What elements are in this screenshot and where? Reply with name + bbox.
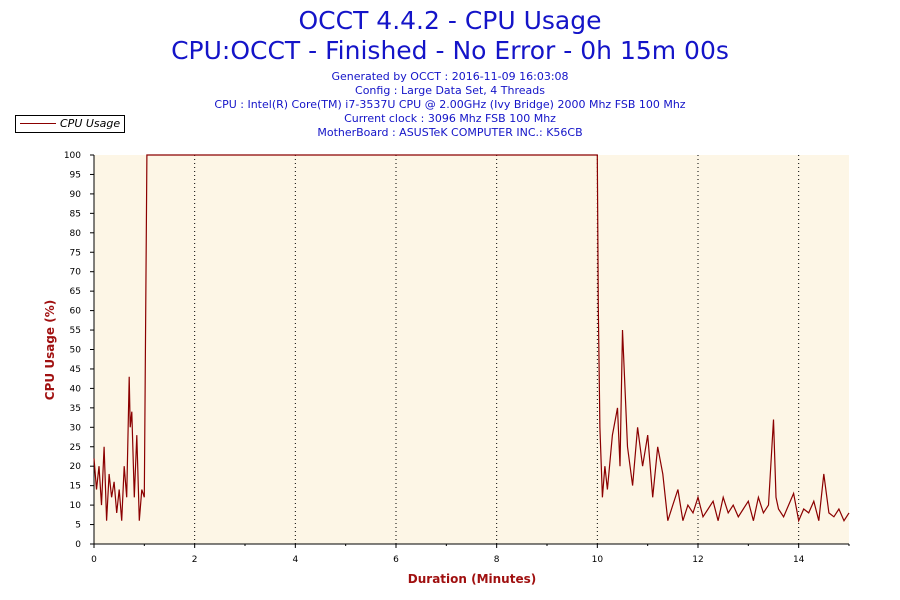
x-axis-title: Duration (Minutes) [408, 572, 536, 586]
y-tick-label: 85 [70, 209, 81, 219]
y-tick-label: 35 [70, 404, 81, 414]
y-tick-label: 65 [70, 287, 81, 297]
y-tick-label: 70 [70, 268, 82, 278]
y-tick-label: 80 [70, 229, 82, 239]
info-motherboard: MotherBoard : ASUSTeK COMPUTER INC.: K56… [317, 126, 583, 139]
y-tick-label: 90 [70, 190, 82, 200]
y-tick-label: 95 [70, 170, 81, 180]
plot-area [94, 155, 849, 544]
y-tick-label: 40 [70, 384, 82, 394]
chart-title: OCCT 4.4.2 - CPU Usage [298, 6, 602, 35]
x-tick-label: 2 [192, 555, 198, 565]
y-tick-label: 20 [70, 462, 82, 472]
series-line-cpu-usage [93, 154, 850, 523]
y-tick-label: 25 [70, 443, 81, 453]
y-tick-label: 45 [70, 365, 81, 375]
x-tick-label: 12 [692, 555, 703, 565]
legend-swatch [20, 123, 56, 124]
info-cpu: CPU : Intel(R) Core(TM) i7-3537U CPU @ 2… [214, 98, 686, 111]
info-config: Config : Large Data Set, 4 Threads [355, 84, 545, 97]
x-tick-label: 14 [793, 555, 805, 565]
y-tick-label: 5 [75, 521, 81, 531]
info-generated: Generated by OCCT : 2016-11-09 16:03:08 [331, 70, 569, 83]
y-tick-label: 0 [75, 540, 81, 550]
chart-subtitle: CPU:OCCT - Finished - No Error - 0h 15m … [171, 36, 729, 65]
chart-legend: CPU Usage [15, 115, 125, 133]
info-clock: Current clock : 3096 Mhz FSB 100 Mhz [344, 112, 556, 125]
y-tick-label: 75 [70, 248, 81, 258]
y-tick-label: 15 [70, 482, 81, 492]
y-tick-label: 55 [70, 326, 81, 336]
x-tick-label: 4 [292, 555, 298, 565]
y-tick-label: 100 [64, 151, 81, 161]
x-tick-label: 6 [393, 555, 399, 565]
y-tick-label: 50 [70, 346, 82, 356]
legend-label: CPU Usage [60, 117, 121, 130]
y-tick-label: 10 [70, 501, 82, 511]
x-tick-label: 10 [592, 555, 604, 565]
y-axis-title: CPU Usage (%) [43, 300, 57, 400]
y-tick-label: 30 [70, 423, 82, 433]
y-tick-label: 60 [70, 307, 82, 317]
x-tick-label: 8 [494, 555, 500, 565]
x-tick-label: 0 [91, 555, 97, 565]
